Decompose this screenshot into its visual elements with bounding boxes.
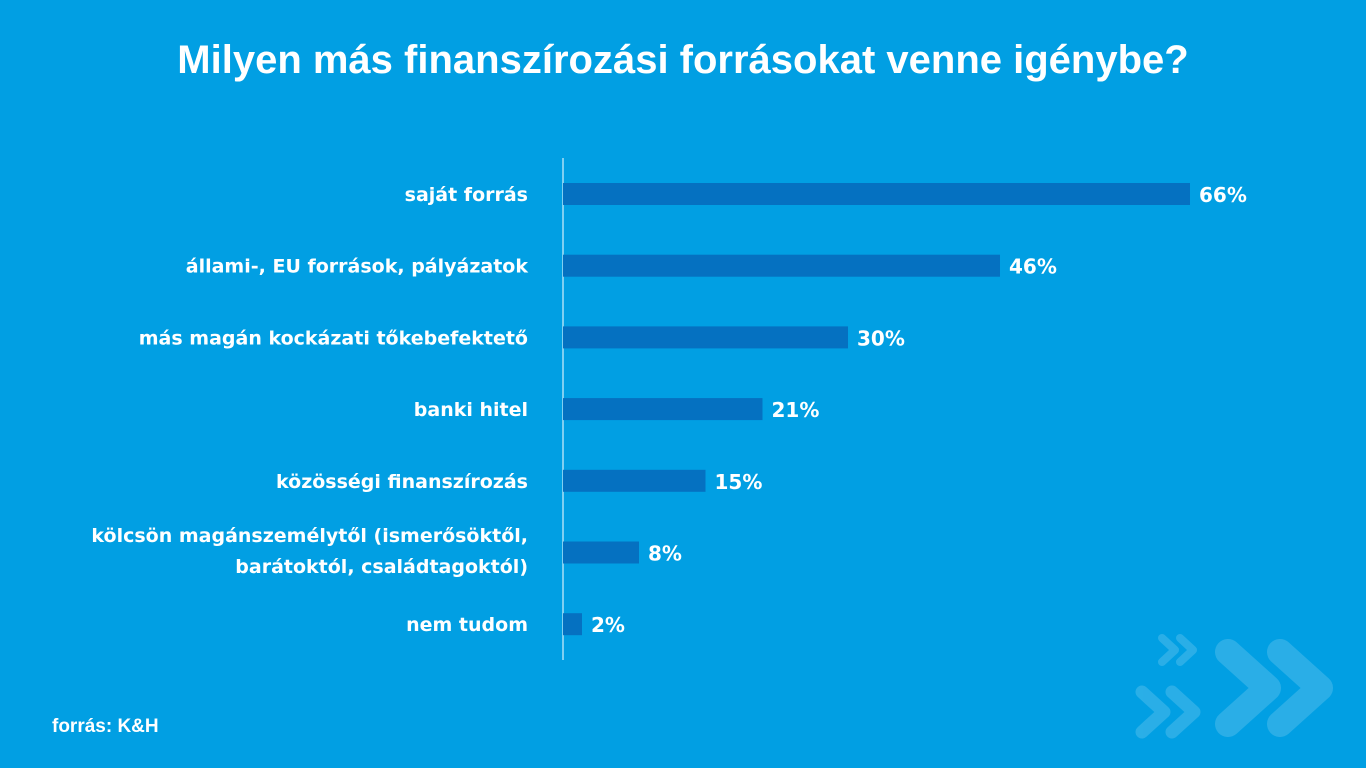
category-label: más magán kockázati tőkebefektető: [139, 327, 528, 349]
data-label: 21%: [772, 398, 820, 422]
category-label: banki hitel: [414, 399, 528, 421]
data-label: 8%: [648, 542, 682, 566]
data-label: 15%: [715, 470, 763, 494]
category-label: nem tudom: [406, 614, 528, 636]
data-label: 66%: [1199, 183, 1247, 207]
category-label: állami-, EU források, pályázatok: [186, 256, 529, 278]
category-label: barátoktól, családtagoktól): [235, 556, 528, 578]
data-label: 46%: [1009, 255, 1057, 279]
category-label: kölcsön magánszemélytől (ismerősöktől,: [91, 525, 528, 547]
bar: [563, 326, 848, 349]
bar: [563, 541, 639, 564]
bar: [563, 469, 706, 492]
source-note: forrás: K&H: [52, 716, 159, 737]
bar: [563, 254, 1000, 277]
data-label: 30%: [857, 326, 905, 350]
chart-title: Milyen más finanszírozási forrásokat ven…: [177, 38, 1189, 82]
category-label: közösségi finanszírozás: [276, 471, 528, 493]
data-label: 2%: [591, 613, 625, 637]
bar: [563, 613, 582, 636]
category-label: saját forrás: [405, 184, 528, 206]
bar: [563, 183, 1190, 205]
bar: [563, 398, 763, 421]
